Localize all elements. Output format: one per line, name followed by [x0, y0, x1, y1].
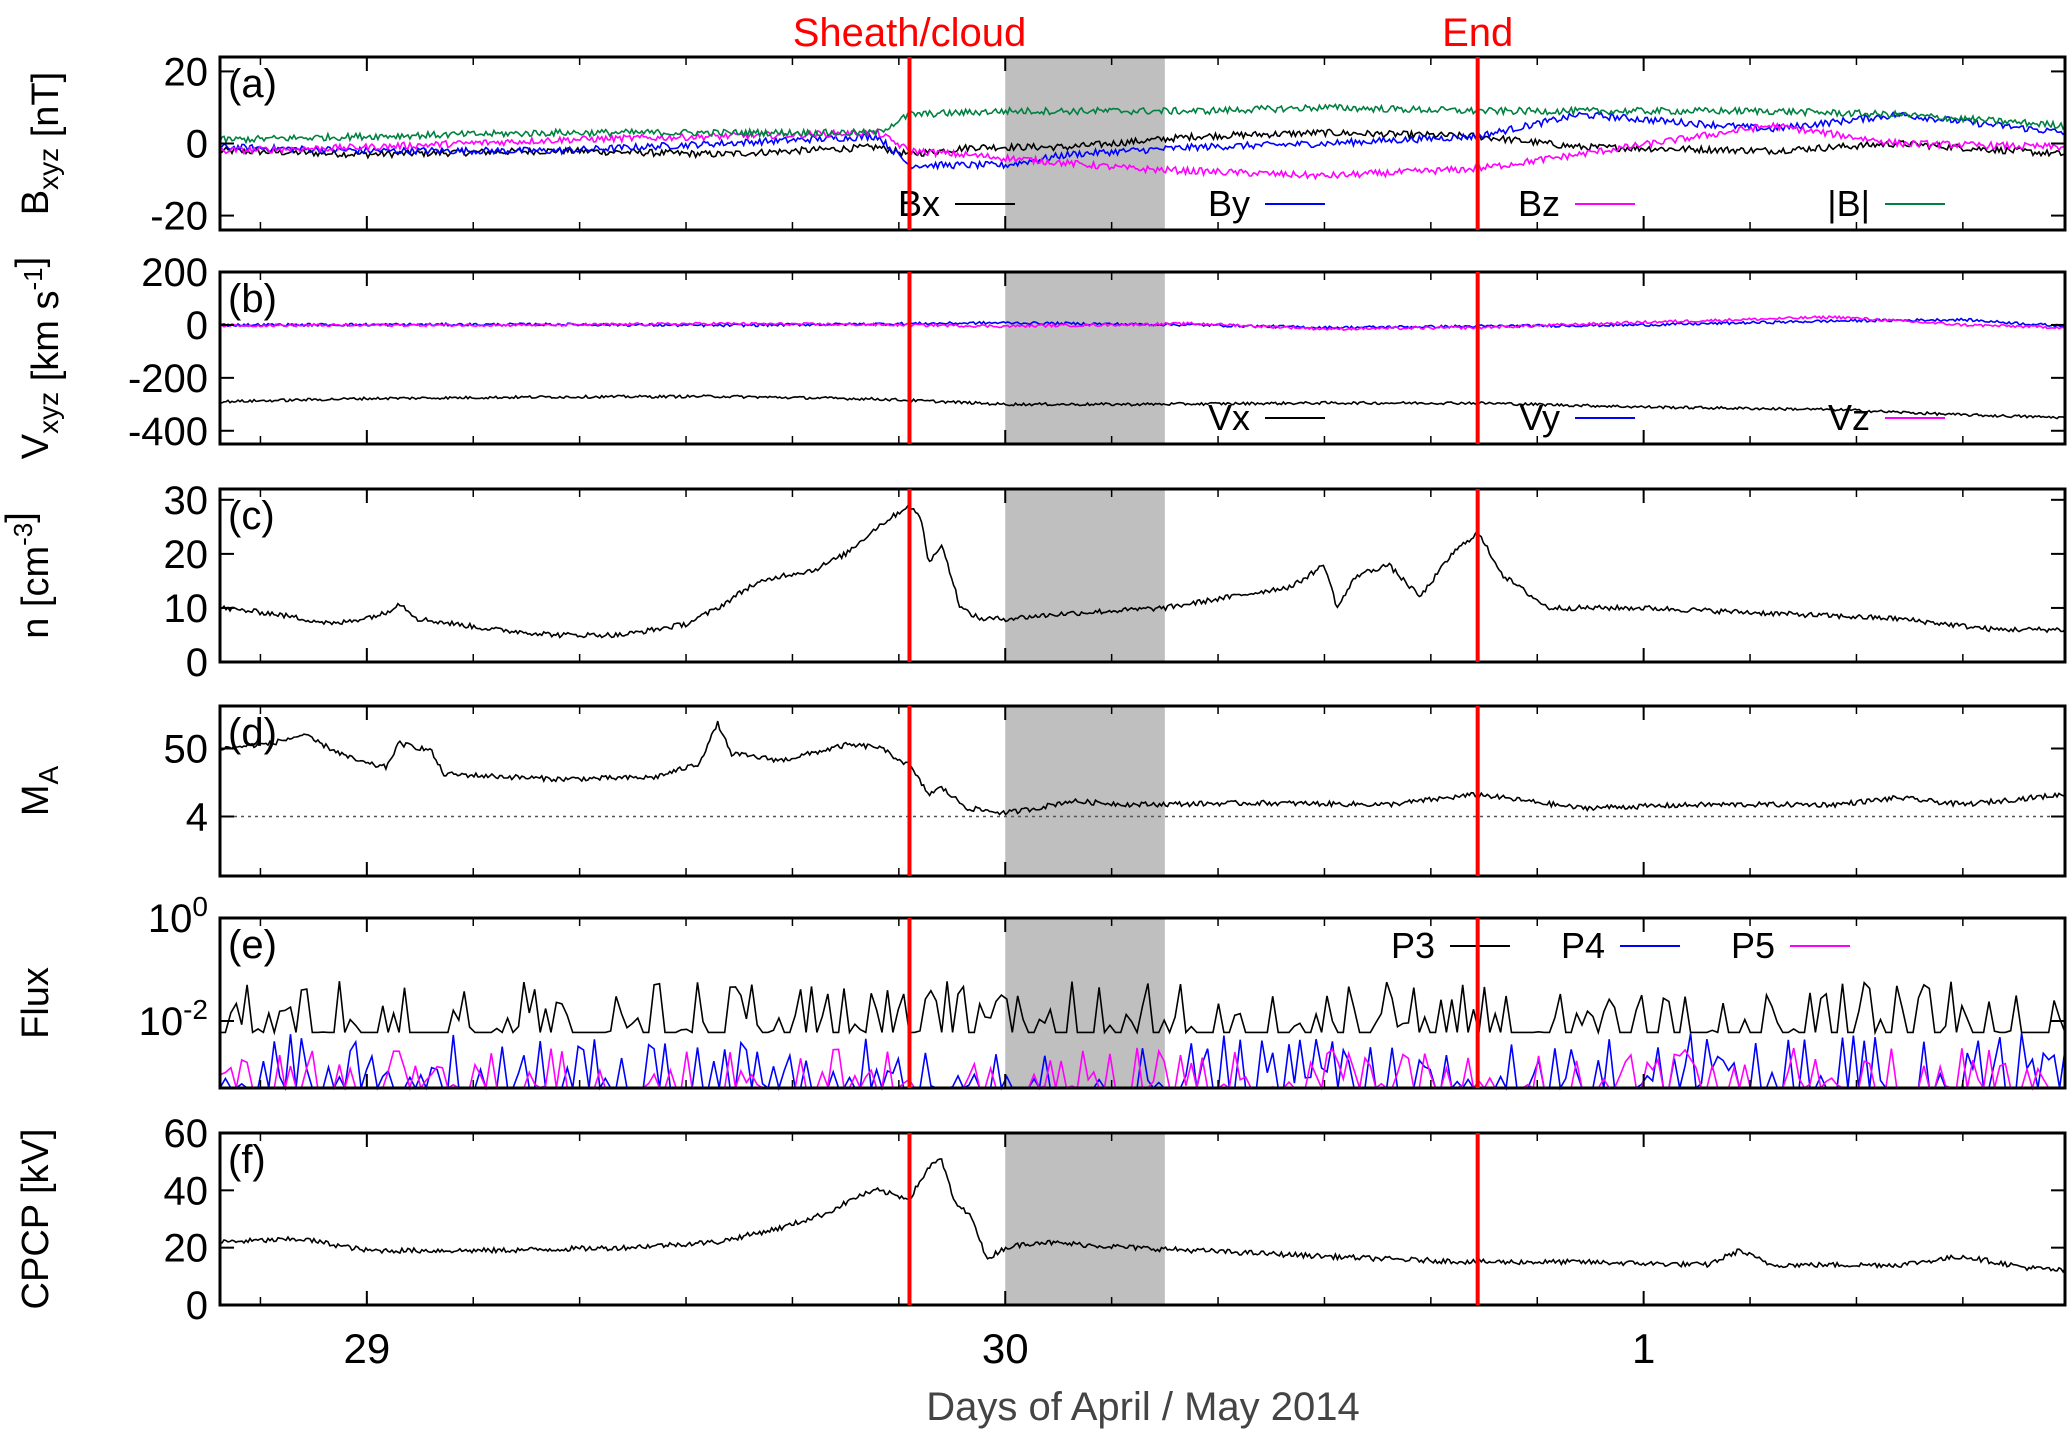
panel-e: 100 10-2 (e) Flux P3 P4 P5 — [15, 891, 2067, 1092]
y-axis-label: Bxyz [nT] — [15, 72, 67, 215]
ytick-label: 40 — [164, 1169, 209, 1213]
ytick-label: 20 — [164, 533, 209, 577]
y-axis-label: CPCP [kV] — [15, 1129, 57, 1310]
panel-frame — [218, 487, 2067, 664]
series-e-0 — [220, 981, 2066, 1036]
ytick-label: 20 — [164, 50, 209, 94]
legend-label: Vz — [1828, 397, 1870, 438]
y-axis-label: n [cm-3] — [0, 512, 57, 639]
ytick-label: 0 — [186, 641, 208, 685]
panel-frame — [218, 704, 2067, 878]
legend-label: P5 — [1731, 925, 1775, 966]
panel-frame — [218, 916, 2067, 1090]
panel-label: (d) — [228, 711, 277, 755]
ytick-label: 0 — [186, 123, 208, 167]
panel-label: (f) — [228, 1138, 266, 1182]
ytick-label: 100 — [148, 891, 208, 941]
shaded-interval-c — [1005, 489, 1165, 662]
series-a-0 — [219, 128, 2066, 160]
panel-frame — [218, 1131, 2067, 1307]
ytick-label: -20 — [150, 195, 208, 239]
panel-d: 50 4 (d) MA — [15, 704, 2067, 878]
ytick-label: 0 — [186, 304, 208, 348]
xtick-label: 1 — [1632, 1325, 1655, 1372]
panel-a: 20 0 -20 (a) Bxyz [nT] Bx By Bz |B| — [15, 50, 2067, 239]
legend-label: Vx — [1208, 397, 1250, 438]
ytick-label: 4 — [186, 796, 208, 840]
ytick-label: 0 — [186, 1284, 208, 1328]
event-label: Sheath/cloud — [793, 11, 1027, 55]
panel-f: 60 40 20 0 (f) CPCP [kV] — [15, 1112, 2067, 1328]
ytick-label: -200 — [128, 357, 208, 401]
panel-b: 200 0 -200 -400 (b) Vxyz [km s-1] Vx Vy Vz — [9, 251, 2067, 459]
shaded-interval-f — [1005, 1133, 1165, 1305]
series-d-0 — [219, 720, 2066, 816]
series-b-2 — [219, 314, 2066, 331]
xtick-label: 30 — [982, 1325, 1029, 1372]
y-axis-label: Flux — [15, 967, 57, 1039]
series-b-0 — [219, 394, 2066, 420]
legend-label: |B| — [1827, 183, 1870, 224]
legend-label: By — [1208, 183, 1250, 224]
x-axis-title: Days of April / May 2014 — [926, 1385, 1360, 1429]
series-a-2 — [219, 121, 2066, 181]
series-a-3 — [219, 102, 2066, 145]
legend-label: P3 — [1391, 925, 1435, 966]
panel-label: (b) — [228, 277, 277, 321]
legend-label: Vy — [1519, 397, 1560, 438]
panel-frame — [218, 270, 2067, 446]
ytick-label: 60 — [164, 1112, 209, 1156]
series-a-1 — [219, 110, 2066, 171]
ytick-label: 30 — [164, 479, 209, 523]
ytick-label: 20 — [164, 1227, 209, 1271]
ytick-label: 200 — [141, 251, 208, 295]
y-axis-label: Vxyz [km s-1] — [9, 257, 67, 459]
panel-c: 30 20 10 0 (c) n [cm-3] — [0, 479, 2067, 685]
shaded-interval-d — [1005, 706, 1165, 876]
shaded-interval-a — [1005, 57, 1165, 230]
ytick-label: 10-2 — [139, 994, 208, 1044]
panel-label: (e) — [228, 923, 277, 967]
event-label: End — [1442, 11, 1513, 55]
series-f-0 — [219, 1158, 2066, 1274]
legend-label: P4 — [1561, 925, 1605, 966]
y-axis-label: MA — [15, 766, 64, 817]
legend-label: Bz — [1518, 183, 1560, 224]
panel-label: (c) — [228, 494, 275, 538]
panel-label: (a) — [228, 62, 277, 106]
ytick-label: 50 — [164, 728, 209, 772]
series-c-0 — [219, 504, 2066, 639]
ytick-label: -400 — [128, 410, 208, 454]
ytick-label: 10 — [164, 587, 209, 631]
shaded-interval-b — [1005, 272, 1165, 444]
legend-label: Bx — [898, 183, 940, 224]
xtick-label: 29 — [343, 1325, 390, 1372]
